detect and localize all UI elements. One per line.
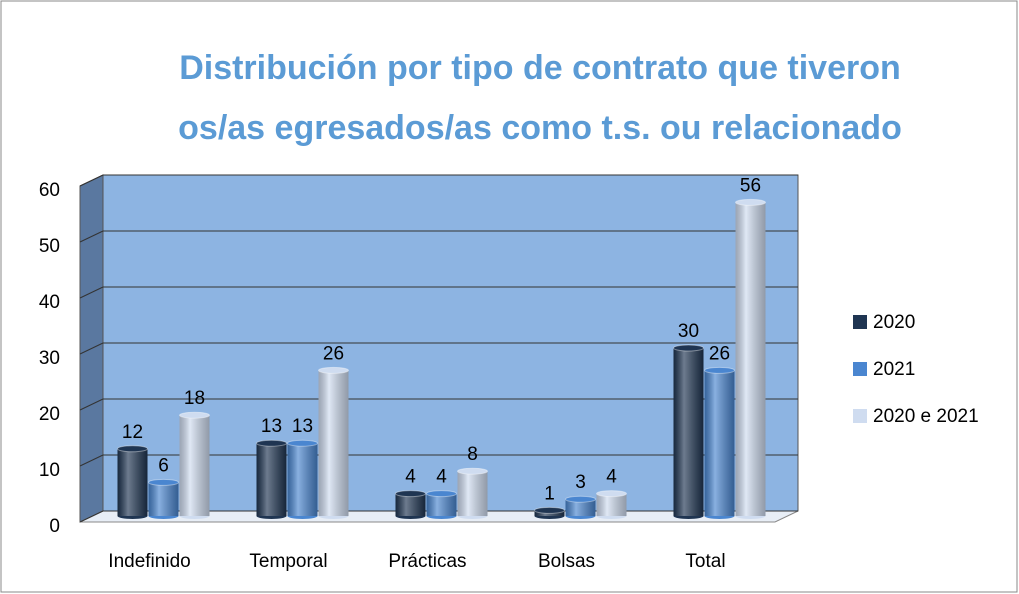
data-label: 56	[740, 175, 761, 196]
legend-label: 2021	[873, 359, 915, 380]
y-tick-label: 10	[39, 460, 60, 481]
bar-top	[287, 439, 318, 447]
bar-top	[179, 411, 210, 419]
legend-label: 2020 e 2021	[873, 406, 979, 427]
data-label: 13	[292, 416, 313, 437]
bar-shading	[565, 499, 596, 516]
bar-top	[704, 366, 735, 374]
bar-top	[117, 445, 148, 453]
y-tick-label: 50	[39, 236, 60, 257]
bar-top	[148, 478, 179, 486]
y-tick-label: 40	[39, 292, 60, 313]
side-grid-line	[79, 454, 104, 467]
x-tick-label: Indefinido	[108, 551, 190, 572]
chart-subtitle: os/as egresados/as como t.s. ou relacion…	[178, 109, 902, 147]
x-tick-label: Temporal	[249, 551, 327, 572]
bar-shading	[426, 493, 457, 516]
data-label: 26	[323, 343, 344, 364]
bar-top	[565, 495, 596, 503]
data-label: 26	[709, 343, 730, 364]
side-grid-line	[79, 174, 104, 187]
bar-top	[426, 490, 457, 498]
x-tick-label: Bolsas	[538, 551, 595, 572]
data-label: 4	[436, 467, 447, 488]
legend-label: 2020	[873, 312, 915, 333]
data-label: 6	[158, 455, 169, 476]
bar-shading	[673, 348, 704, 516]
bar-top	[256, 439, 287, 447]
bar-shading	[704, 370, 735, 516]
legend-swatch	[853, 362, 867, 376]
bar-shading	[256, 443, 287, 516]
side-grid-line	[79, 510, 104, 523]
data-label: 18	[184, 388, 205, 409]
bar-shading	[735, 202, 766, 516]
bar-shading	[395, 493, 426, 516]
y-tick-label: 60	[39, 180, 60, 201]
bar-shading	[148, 482, 179, 516]
bar-top	[673, 344, 704, 352]
bar-shading	[179, 415, 210, 516]
bar-top	[534, 506, 565, 514]
bar-top	[395, 490, 426, 498]
y-tick-label: 30	[39, 348, 60, 369]
side-grid-line	[79, 342, 104, 355]
bar-shading	[117, 448, 148, 516]
data-label: 8	[467, 444, 478, 465]
data-label: 13	[261, 416, 282, 437]
legend-swatch	[853, 409, 867, 423]
x-tick-label: Total	[685, 551, 725, 572]
data-label: 4	[405, 467, 416, 488]
data-label: 12	[122, 422, 143, 443]
bar-shading	[287, 443, 318, 516]
bar-top	[318, 366, 349, 374]
bar-shading	[596, 493, 627, 516]
legend-swatch	[853, 315, 867, 329]
bar-top	[596, 490, 627, 498]
chart-title: Distribución por tipo de contrato que ti…	[179, 49, 901, 87]
data-label: 1	[544, 483, 555, 504]
x-tick-label: Prácticas	[388, 551, 466, 572]
bar-top	[457, 467, 488, 475]
bar-shading	[318, 370, 349, 516]
side-grid-line	[79, 230, 104, 243]
side-grid-line	[79, 398, 104, 411]
y-tick-label: 20	[39, 404, 60, 425]
bar-shading	[457, 471, 488, 516]
data-label: 3	[575, 472, 586, 493]
y-tick-label: 0	[49, 516, 60, 537]
bar-top	[735, 198, 766, 206]
data-label: 30	[678, 321, 699, 342]
side-grid-line	[79, 286, 104, 299]
data-label: 4	[606, 467, 617, 488]
